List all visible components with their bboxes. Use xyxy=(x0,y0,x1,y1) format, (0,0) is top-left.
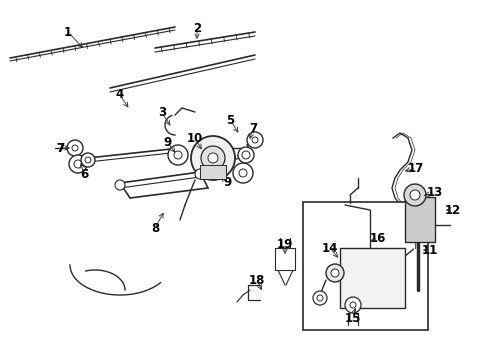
Text: 7: 7 xyxy=(248,122,257,135)
Text: 3: 3 xyxy=(158,107,166,120)
Text: 8: 8 xyxy=(151,221,159,234)
Text: 7: 7 xyxy=(56,141,64,154)
Circle shape xyxy=(72,145,78,151)
Circle shape xyxy=(316,295,323,301)
Circle shape xyxy=(195,169,204,179)
Circle shape xyxy=(246,132,263,148)
Text: 7: 7 xyxy=(56,141,64,154)
Text: 18: 18 xyxy=(248,274,264,287)
Bar xyxy=(404,197,434,242)
Text: 1: 1 xyxy=(64,26,72,39)
Circle shape xyxy=(207,153,218,163)
Circle shape xyxy=(409,190,419,200)
Text: 9: 9 xyxy=(224,176,232,189)
Text: 12: 12 xyxy=(444,203,460,216)
Text: 6: 6 xyxy=(80,168,88,181)
Circle shape xyxy=(403,184,425,206)
Circle shape xyxy=(168,145,187,165)
Circle shape xyxy=(330,269,338,277)
Text: 15: 15 xyxy=(344,311,361,324)
Circle shape xyxy=(69,155,87,173)
Text: 19: 19 xyxy=(276,238,293,251)
Text: 9: 9 xyxy=(163,136,172,149)
Bar xyxy=(200,165,225,179)
Circle shape xyxy=(81,153,95,167)
Text: 16: 16 xyxy=(369,231,386,244)
Bar xyxy=(339,248,404,308)
Text: 13: 13 xyxy=(426,186,442,199)
Text: 2: 2 xyxy=(193,22,201,36)
Circle shape xyxy=(251,137,258,143)
Circle shape xyxy=(325,264,343,282)
Circle shape xyxy=(238,147,253,163)
Circle shape xyxy=(191,136,235,180)
Text: 10: 10 xyxy=(186,131,203,144)
Circle shape xyxy=(239,169,246,177)
Circle shape xyxy=(115,180,125,190)
Circle shape xyxy=(312,291,326,305)
Circle shape xyxy=(174,151,182,159)
Circle shape xyxy=(232,163,252,183)
Circle shape xyxy=(74,160,82,168)
Bar xyxy=(303,202,427,330)
Text: 14: 14 xyxy=(321,242,338,255)
Circle shape xyxy=(201,146,224,170)
Circle shape xyxy=(85,157,91,163)
Text: 11: 11 xyxy=(421,243,437,256)
Text: 17: 17 xyxy=(407,162,423,175)
Circle shape xyxy=(67,140,83,156)
Text: 5: 5 xyxy=(225,113,234,126)
Text: 4: 4 xyxy=(116,89,124,102)
Circle shape xyxy=(345,297,360,313)
Circle shape xyxy=(349,302,355,308)
Circle shape xyxy=(242,151,249,159)
Bar xyxy=(274,248,294,270)
